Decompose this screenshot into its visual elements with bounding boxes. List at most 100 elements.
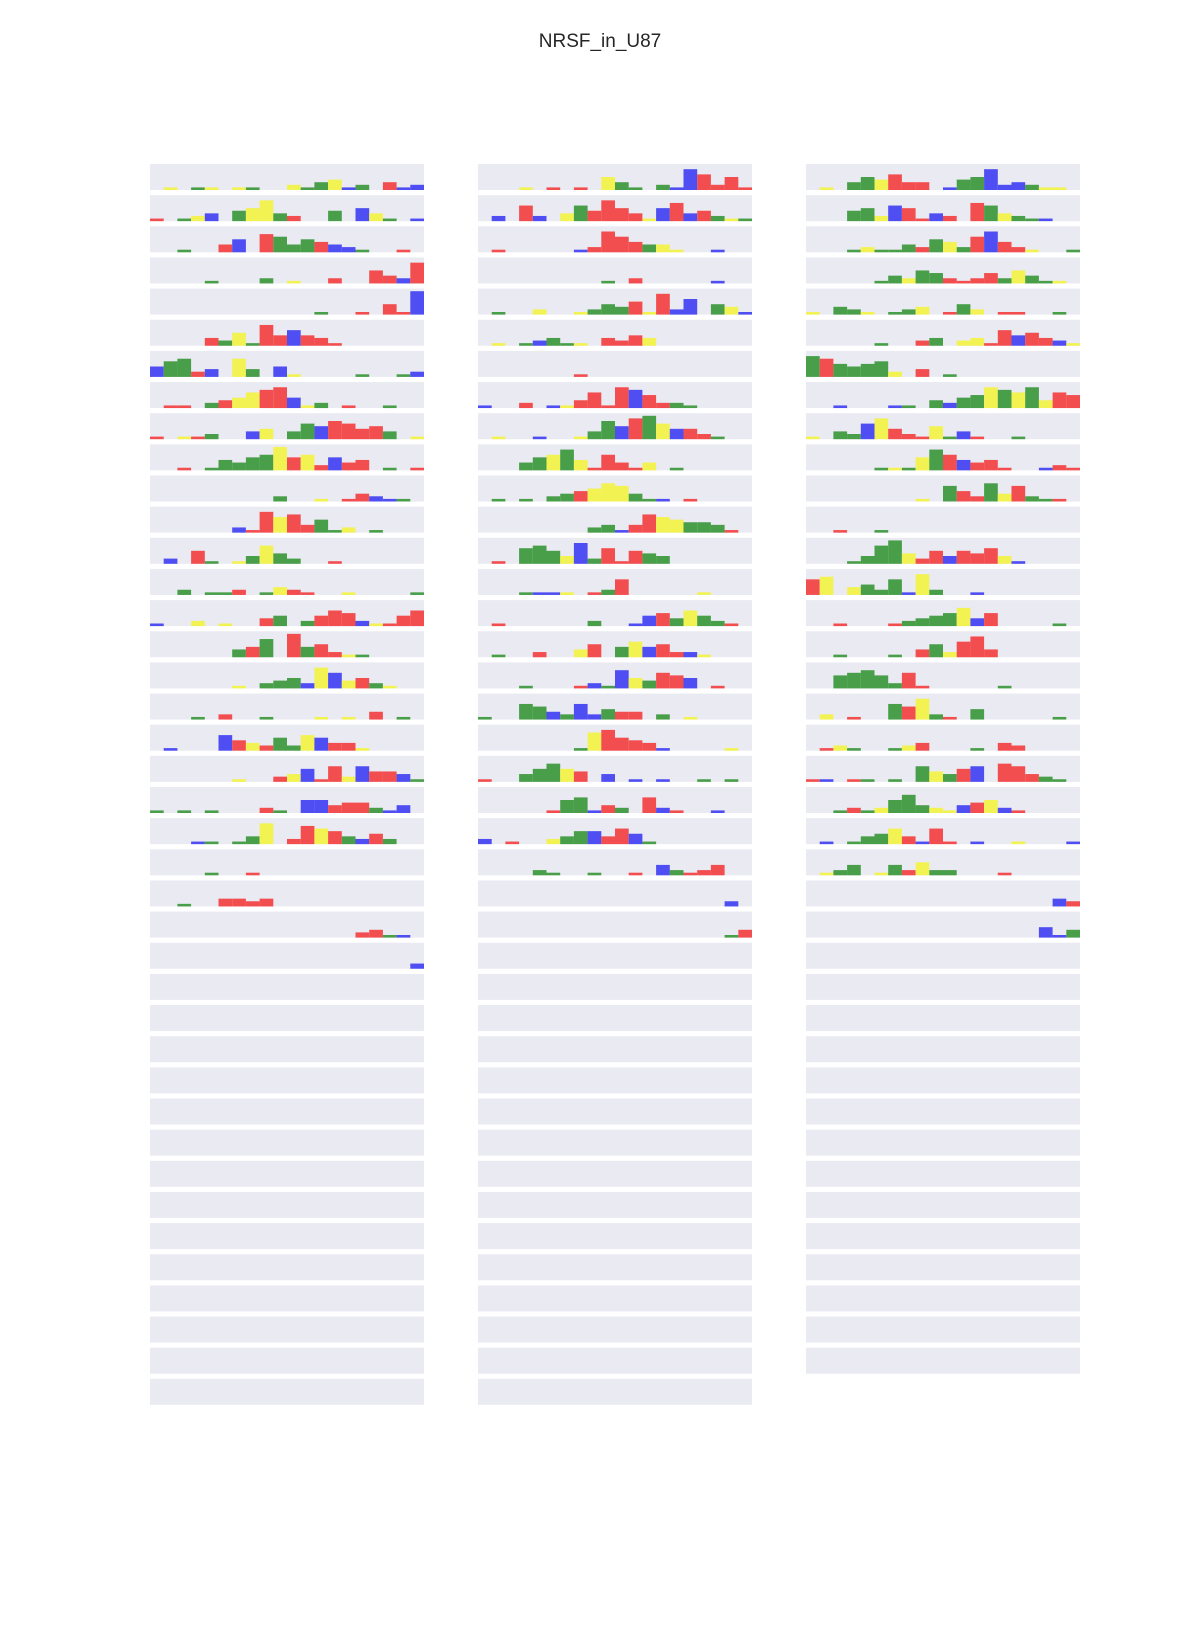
panel-background [806,1160,1080,1187]
panel-background [806,942,1080,969]
bar [204,187,219,190]
bar [177,436,192,440]
bar [860,556,875,564]
panel-background [806,1223,1080,1250]
bar [259,683,274,689]
bar [970,553,985,564]
bar [519,774,533,782]
bar [163,748,178,751]
bar [601,729,615,751]
bar [656,714,670,720]
bar [259,639,274,658]
bar [287,330,301,346]
bar [287,589,301,595]
panel-background [478,1036,752,1063]
bar [273,236,287,253]
bar [150,436,164,440]
bar [560,836,574,845]
bar [615,182,629,190]
bar [382,431,397,440]
bar [204,810,219,813]
bar [819,872,834,876]
panel-background [806,1067,1080,1094]
bar [328,742,342,751]
bar [382,838,397,845]
bar [560,213,574,222]
bar [259,428,274,440]
bar [587,732,602,751]
bar [204,467,219,471]
bar [615,426,629,440]
bar [956,768,971,782]
bar [642,498,657,502]
bar [669,428,684,440]
bar [601,231,615,253]
bar [177,903,192,907]
bar [204,280,219,284]
bar [601,548,615,564]
bar [341,527,356,533]
bar [1052,779,1067,782]
bar [628,278,643,284]
bar [232,239,246,253]
bar [615,646,629,658]
bar [970,236,985,253]
bar [888,779,902,782]
bar [724,177,739,190]
bar [970,202,985,222]
bar [943,774,957,782]
bar [1052,935,1067,938]
bar [314,402,329,409]
bar [943,556,957,564]
bar [532,592,547,595]
bar [956,340,971,346]
panel-background [150,1347,424,1374]
bar [396,278,411,284]
bar [888,174,902,190]
bar [984,649,998,658]
bar [888,800,902,813]
bar [218,898,233,907]
bar [245,208,260,222]
bar [710,810,725,813]
bar [943,241,957,253]
bar [697,434,711,440]
bar [287,774,301,782]
bar [683,428,698,440]
bar [956,459,971,471]
bar [710,436,725,440]
bar [683,213,698,222]
bar [218,459,233,471]
bar [1025,387,1039,409]
bar [710,864,725,876]
bar [615,306,629,315]
bar [532,545,547,564]
bar [560,556,574,564]
bar [970,748,985,751]
bar [287,184,301,190]
bar [491,654,506,658]
panel-background [478,1254,752,1281]
bar [314,828,329,845]
bar [587,558,602,564]
bar [396,805,411,813]
bar [929,337,943,346]
bar [232,589,246,595]
bar [915,805,930,813]
bar [628,301,643,315]
bar [943,870,957,876]
bar [491,343,506,346]
bar [273,446,287,471]
bar [984,483,998,502]
bar [656,672,670,689]
bar [150,218,164,222]
bar [191,187,205,190]
bar [287,244,301,253]
bar [601,337,615,346]
bar [915,698,930,720]
bar [819,576,834,595]
bar [901,592,916,595]
bar [177,249,192,253]
bar [150,810,164,813]
bar [382,498,397,502]
